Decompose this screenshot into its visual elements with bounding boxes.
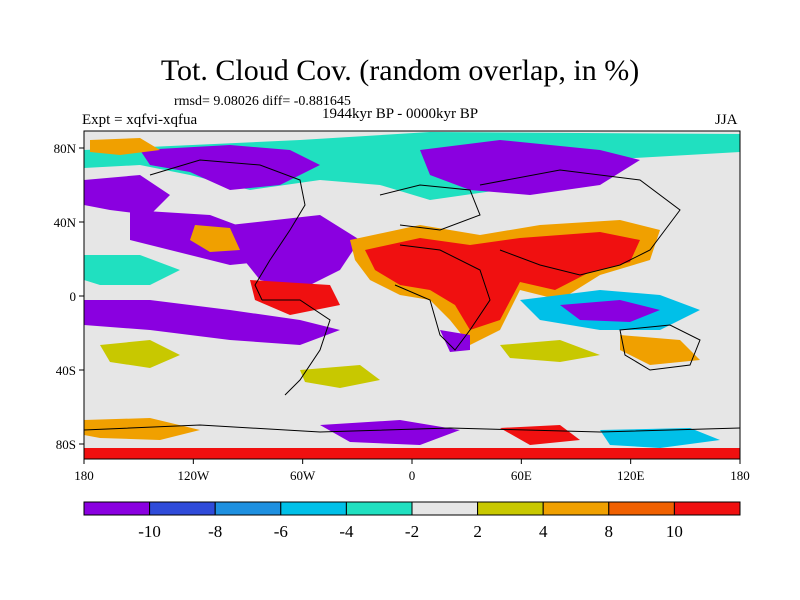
lat-tick-label: 80S [56,437,76,452]
colorbar-label: -8 [208,522,222,541]
lat-tick-label: 40N [54,215,77,230]
eurasia-neg [420,140,640,195]
antarctic-orange-1 [84,418,200,440]
europe-coast [379,184,481,231]
colorbar-box [149,501,216,516]
sh-olive-3 [300,365,380,388]
sa-red [250,280,340,315]
colorbar-label: 2 [473,522,482,541]
sh-olive-1 [100,340,180,368]
arctic-orange [90,138,160,155]
colorbar-labels: -10 -8 -6 -4 -2 2 4 8 10 [138,522,683,541]
africa-coast [394,244,491,351]
na-orange [190,225,240,252]
lat-tick-label: 0 [70,289,77,304]
colorbar-label: 4 [539,522,548,541]
coastlines [84,159,740,433]
asia-coast [479,169,681,276]
colorbar-box [542,501,610,516]
colorbar-box [411,501,479,516]
australia-coast [619,324,701,371]
lon-tick-label: 60W [290,468,316,483]
chart-title: Tot. Cloud Cov. (random overlap, in %) [160,54,640,87]
lon-ticks: 180 120W 60W 0 60E 120E 180 [74,459,750,483]
stats-label: rmsd= 9.08026 diff= -0.881645 [174,94,351,109]
experiment-label: Expt = xqfvi-xqfua [82,112,198,128]
map-field [84,131,740,459]
lon-tick-label: 60E [511,468,532,483]
south-africa-neg [440,330,470,352]
colorbar-box [83,501,151,516]
pacific-neg-north [84,175,170,215]
africa-asia-red [365,232,640,330]
colorbar-box [345,501,413,516]
colorbar-label: -6 [274,522,288,541]
colorbar-box [608,501,675,516]
lon-tick-label: 120W [177,468,210,483]
lon-tick-label: 0 [409,468,416,483]
pacific-teal [84,255,180,285]
north-america-neg [140,145,320,190]
lat-ticks: 80N 40N 0 40S 80S [54,141,84,452]
lon-tick-label: 120E [617,468,645,483]
indian-neg [560,300,660,322]
colorbar-box [673,501,741,516]
colorbar-boxes [83,501,741,516]
colorbar-label: -4 [339,522,354,541]
period-label: 1944kyr BP - 0000kyr BP [322,106,479,122]
lat-tick-label: 40S [56,363,76,378]
colorbar-label: 10 [666,522,683,541]
colorbar-label: 8 [605,522,614,541]
eq-pacific-neg [84,300,340,345]
colorbar-box [280,501,347,516]
north-america-coast [149,159,306,301]
australia-orange [620,335,700,365]
sh-olive-2 [500,340,600,362]
antarctic-neg [320,420,460,445]
n-atlantic-neg [230,215,360,290]
lon-tick-label: 180 [74,468,94,483]
south-pole-strip [84,448,740,459]
colorbar-box [477,501,544,516]
antarctic-cyan [600,428,720,448]
colorbar-label: -10 [138,522,161,541]
lon-tick-label: 180 [730,468,750,483]
lat-tick-label: 80N [54,141,77,156]
season-label: JJA [715,112,738,128]
antarctica-coast [84,424,740,433]
colorbar-box [214,501,282,516]
south-america-coast [262,299,331,396]
colorbar-label: -2 [405,522,419,541]
